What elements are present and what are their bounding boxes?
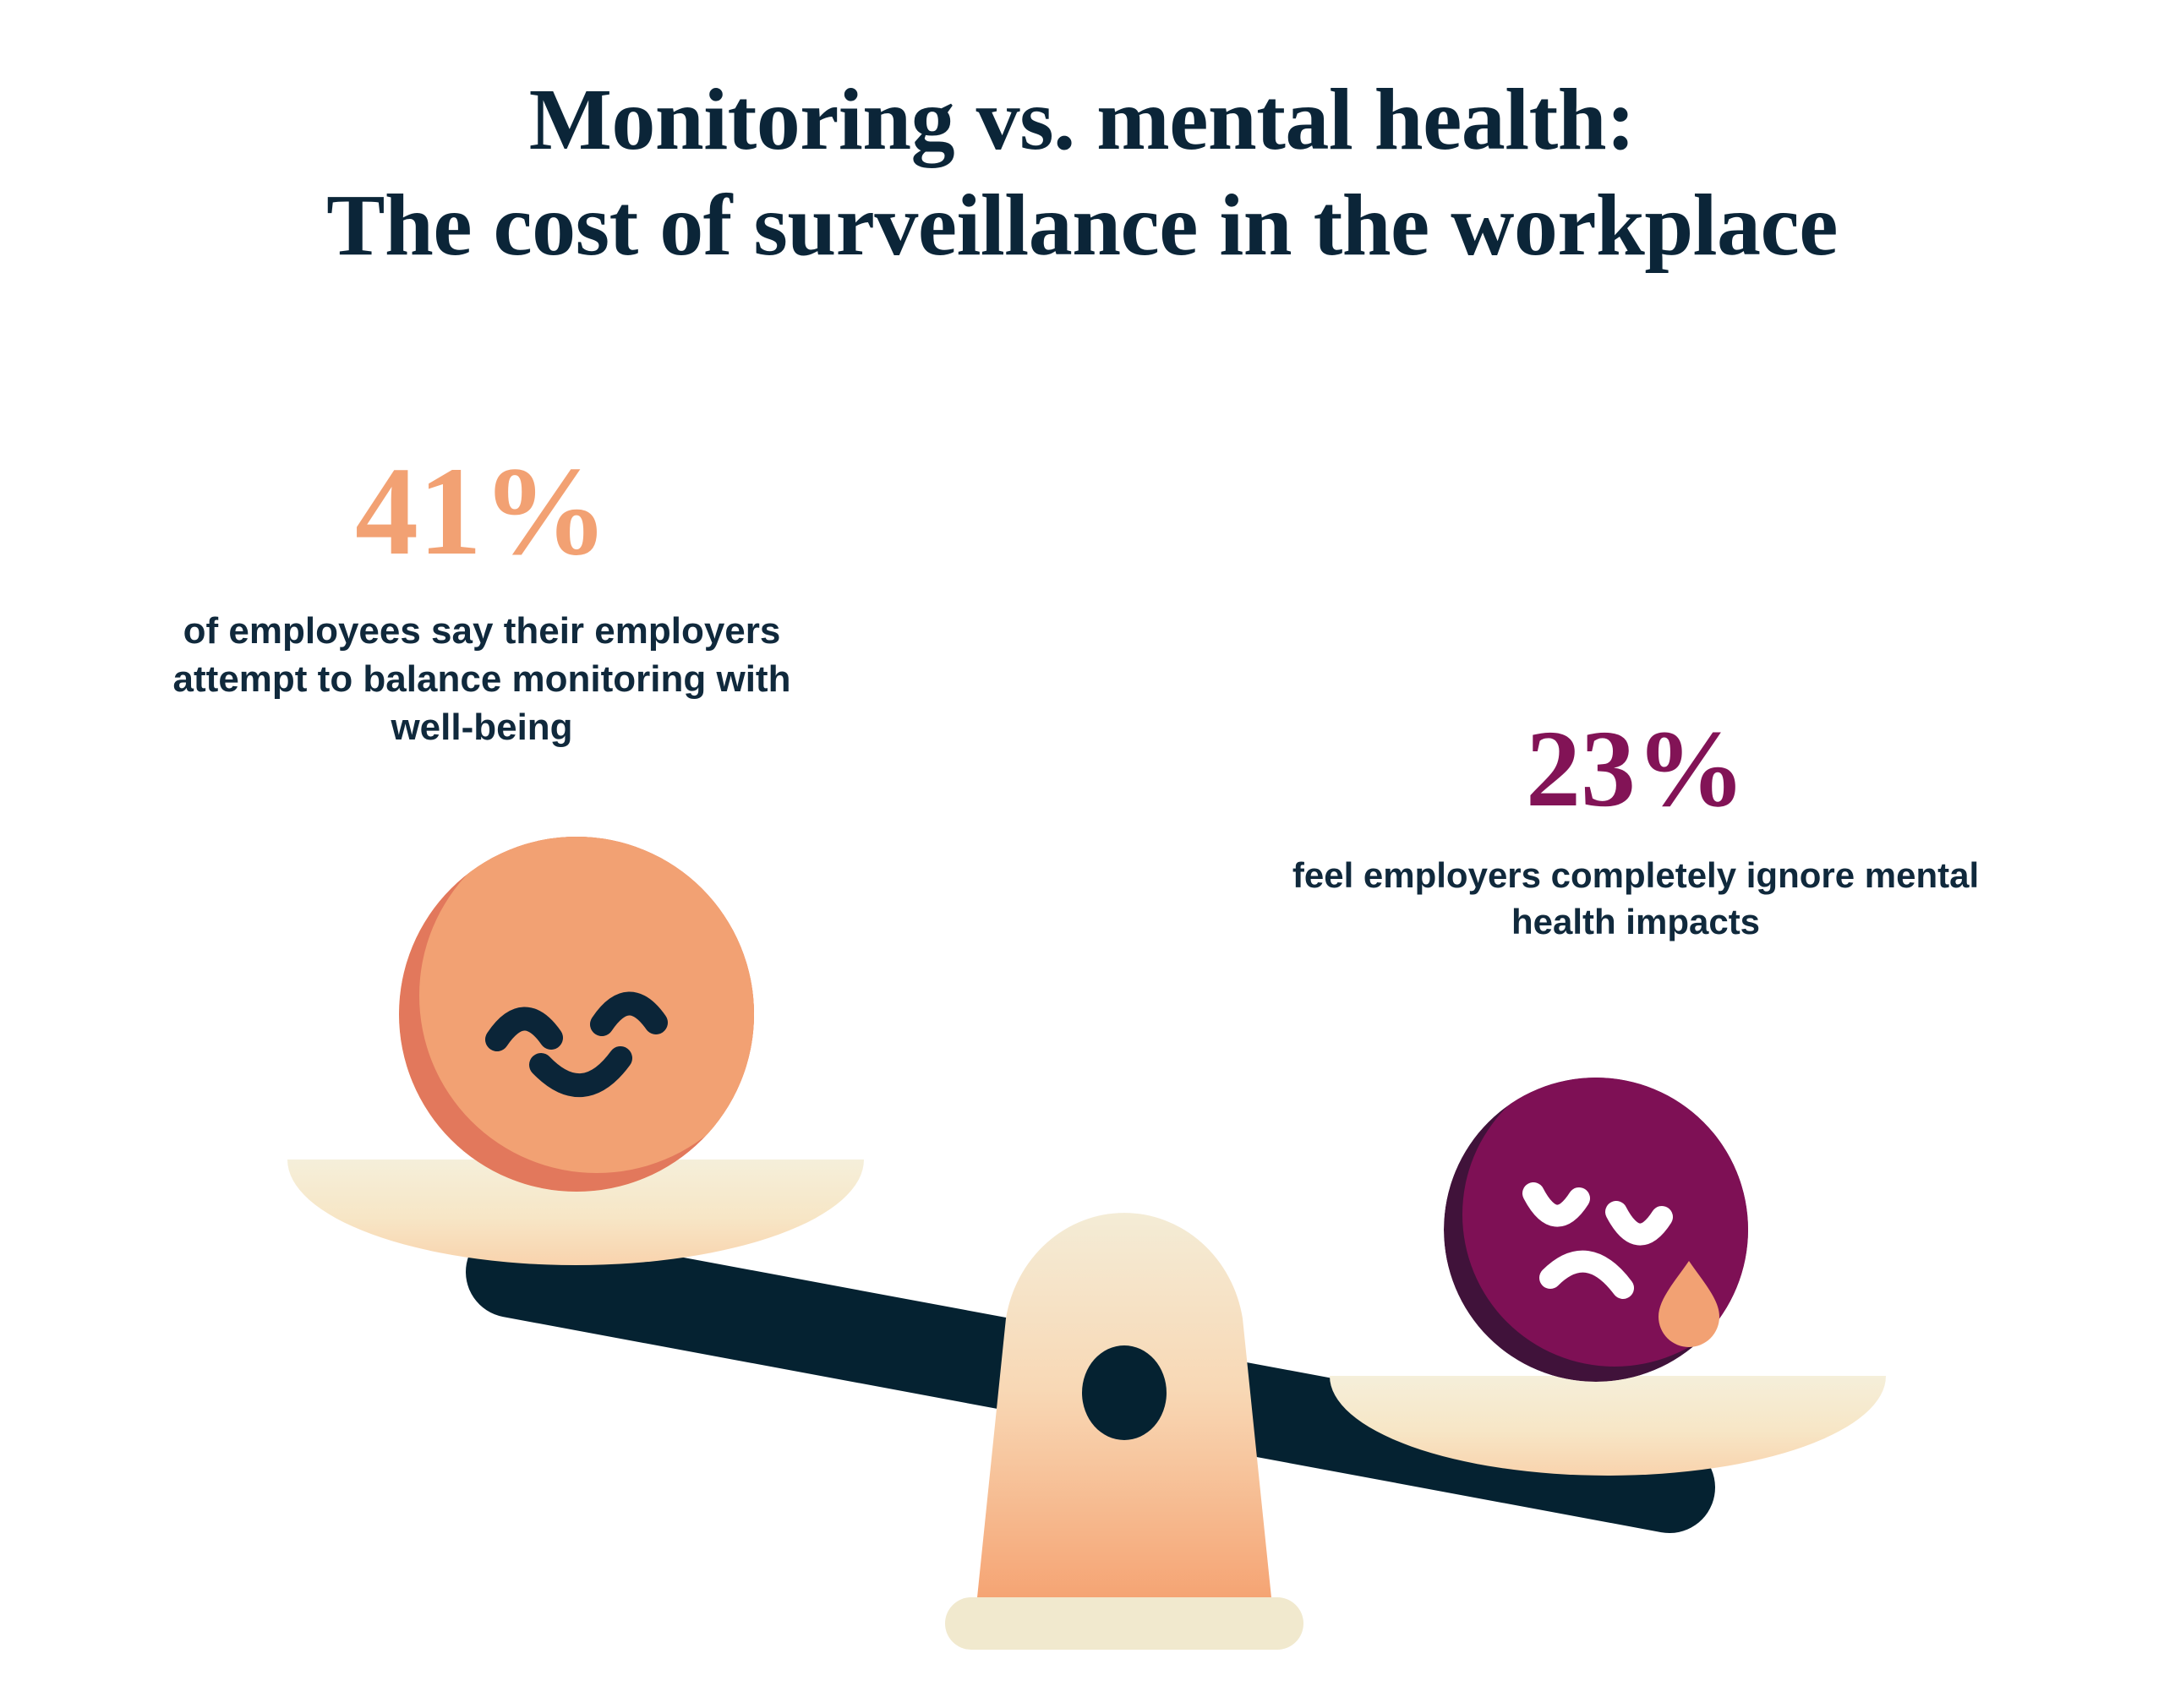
sad-mouth — [1539, 1250, 1634, 1299]
left-pan — [287, 1160, 864, 1265]
stat-caption-left: of employees say their employers attempt… — [172, 610, 791, 749]
happy-left-eye — [485, 1007, 563, 1051]
sad-face — [1444, 1078, 1748, 1382]
right-pan — [1330, 1376, 1886, 1476]
stat-block-right: 23% feel employers completely ignore men… — [1285, 714, 1986, 945]
happy-face — [399, 837, 754, 1192]
title-line-1: Monitoring vs. mental health: — [528, 71, 1636, 168]
sad-right-eye — [1605, 1201, 1673, 1246]
stat-block-left: 41% of employees say their employers att… — [144, 448, 820, 752]
happy-right-eye — [590, 991, 668, 1036]
title-line-2: The cost of surveillance in the workplac… — [326, 176, 1838, 274]
pivot-dot — [1082, 1345, 1167, 1440]
stat-value-23-percent: 23% — [1526, 708, 1746, 830]
stat-value-41-percent: 41% — [355, 441, 609, 581]
page-title: Monitoring vs. mental health: The cost o… — [0, 68, 2164, 279]
scale-base — [945, 1597, 1303, 1650]
teardrop-icon — [1659, 1261, 1719, 1347]
happy-mouth — [529, 1046, 632, 1097]
sad-left-eye — [1522, 1182, 1590, 1227]
stat-caption-right: feel employers completely ignore mental … — [1292, 855, 1980, 941]
